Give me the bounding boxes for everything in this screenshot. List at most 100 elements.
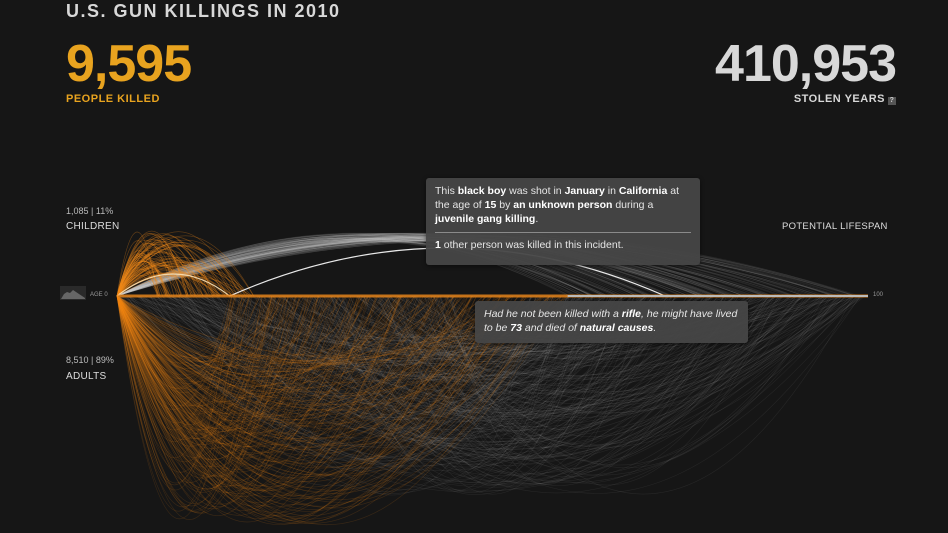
adults-lifespan-arc[interactable] <box>162 295 571 472</box>
adults-killed-arc[interactable] <box>116 295 437 373</box>
children-lifespan-arc[interactable] <box>116 236 652 297</box>
adults-killed-arc[interactable] <box>116 295 233 459</box>
adults-lifespan-arc[interactable] <box>386 295 672 427</box>
children-lifespan-arc[interactable] <box>116 237 727 297</box>
adults-lifespan-arc[interactable] <box>125 295 694 467</box>
children-killed-arc[interactable] <box>116 244 236 297</box>
adults-killed-arc[interactable] <box>116 295 233 486</box>
children-lifespan-arc[interactable] <box>116 232 732 297</box>
adults-lifespan-arc[interactable] <box>409 295 677 399</box>
adults-lifespan-arc[interactable] <box>385 295 623 482</box>
children-lifespan-arc[interactable] <box>116 238 702 297</box>
children-killed-arc[interactable] <box>116 270 219 297</box>
children-killed-arc[interactable] <box>116 265 251 297</box>
adults-killed-arc[interactable] <box>116 295 272 504</box>
children-lifespan-arc[interactable] <box>116 235 637 297</box>
children-killed-arc[interactable] <box>116 235 255 297</box>
adults-lifespan-arc[interactable] <box>248 295 653 435</box>
adults-killed-arc[interactable] <box>116 295 502 366</box>
adults-killed-arc[interactable] <box>116 295 402 382</box>
adults-lifespan-arc[interactable] <box>423 295 774 400</box>
children-lifespan-arc[interactable] <box>116 239 716 297</box>
children-lifespan-arc[interactable] <box>116 238 595 297</box>
children-lifespan-arc[interactable] <box>116 237 587 297</box>
adults-killed-arc[interactable] <box>116 295 261 385</box>
adults-lifespan-arc[interactable] <box>256 295 802 459</box>
adults-killed-arc[interactable] <box>116 295 538 525</box>
adults-lifespan-arc[interactable] <box>137 295 829 445</box>
adults-lifespan-arc[interactable] <box>291 295 594 440</box>
children-lifespan-arc[interactable] <box>116 240 668 297</box>
children-killed-arc[interactable] <box>116 234 189 297</box>
adults-lifespan-arc[interactable] <box>246 295 797 410</box>
adults-killed-arc[interactable] <box>116 295 509 524</box>
adults-lifespan-arc[interactable] <box>385 295 673 409</box>
adults-lifespan-arc[interactable] <box>177 295 797 486</box>
adults-killed-arc[interactable] <box>116 295 301 442</box>
children-lifespan-arc[interactable] <box>116 234 606 297</box>
adults-killed-arc[interactable] <box>116 295 422 498</box>
adults-lifespan-arc[interactable] <box>240 295 775 482</box>
children-killed-arc[interactable] <box>116 264 220 297</box>
adults-lifespan-arc[interactable] <box>128 295 862 420</box>
adults-killed-arc[interactable] <box>116 295 457 370</box>
children-lifespan-arc[interactable] <box>116 236 568 297</box>
adults-killed-arc[interactable] <box>116 295 273 359</box>
children-lifespan-arc[interactable] <box>116 240 731 297</box>
adults-lifespan-arc[interactable] <box>209 295 803 466</box>
adults-killed-arc[interactable] <box>116 295 501 512</box>
adults-killed-arc[interactable] <box>116 295 565 477</box>
adults-killed-arc[interactable] <box>116 295 277 431</box>
adults-lifespan-arc[interactable] <box>331 295 861 494</box>
children-lifespan-arc[interactable] <box>116 237 583 297</box>
adults-killed-arc[interactable] <box>116 295 463 417</box>
adults-killed-arc[interactable] <box>116 295 491 411</box>
adults-lifespan-arc[interactable] <box>138 295 854 413</box>
adults-killed-arc[interactable] <box>116 295 485 524</box>
adults-killed-arc[interactable] <box>116 295 474 424</box>
adults-killed-arc[interactable] <box>116 295 263 483</box>
adults-lifespan-arc[interactable] <box>395 295 673 436</box>
adults-lifespan-arc[interactable] <box>377 295 670 464</box>
adults-lifespan-arc[interactable] <box>384 295 539 412</box>
adults-killed-arc[interactable] <box>116 295 364 375</box>
adults-killed-arc[interactable] <box>116 295 297 375</box>
children-killed-arc[interactable] <box>116 269 217 297</box>
adults-killed-arc[interactable] <box>116 295 345 445</box>
adults-killed-arc[interactable] <box>116 295 369 423</box>
adults-killed-arc[interactable] <box>116 295 351 486</box>
adults-killed-arc[interactable] <box>116 295 456 399</box>
adults-killed-arc[interactable] <box>116 295 302 413</box>
adults-killed-arc[interactable] <box>116 295 502 517</box>
children-killed-arc[interactable] <box>116 234 215 297</box>
adults-killed-arc[interactable] <box>116 295 306 368</box>
children-lifespan-arc[interactable] <box>116 239 609 297</box>
adults-killed-arc[interactable] <box>116 295 282 407</box>
adults-killed-arc[interactable] <box>116 295 499 488</box>
adults-lifespan-arc[interactable] <box>323 295 548 416</box>
children-killed-arc[interactable] <box>116 236 232 297</box>
children-killed-arc[interactable] <box>116 264 159 297</box>
children-killed-arc[interactable] <box>116 261 189 297</box>
children-lifespan-arc[interactable] <box>116 233 604 297</box>
adults-killed-arc[interactable] <box>116 295 325 430</box>
adults-lifespan-arc[interactable] <box>258 295 636 442</box>
adults-lifespan-arc[interactable] <box>268 295 665 468</box>
children-lifespan-arc[interactable] <box>116 236 701 297</box>
children-killed-arc[interactable] <box>116 231 241 297</box>
adults-killed-arc[interactable] <box>116 295 312 468</box>
children-lifespan-arc[interactable] <box>116 240 618 297</box>
adults-killed-arc[interactable] <box>116 295 562 503</box>
adults-killed-arc[interactable] <box>116 295 241 512</box>
adults-killed-arc[interactable] <box>116 295 397 507</box>
adults-killed-arc[interactable] <box>116 295 369 511</box>
adults-killed-arc[interactable] <box>116 295 328 381</box>
children-lifespan-arc[interactable] <box>116 238 710 297</box>
children-lifespan-arc[interactable] <box>116 236 628 297</box>
adults-killed-arc[interactable] <box>116 295 232 442</box>
adults-killed-arc[interactable] <box>116 295 253 462</box>
children-killed-arc[interactable] <box>116 243 226 297</box>
adults-killed-arc[interactable] <box>116 295 276 415</box>
children-lifespan-arc[interactable] <box>116 239 707 297</box>
adults-lifespan-arc[interactable] <box>362 295 838 476</box>
